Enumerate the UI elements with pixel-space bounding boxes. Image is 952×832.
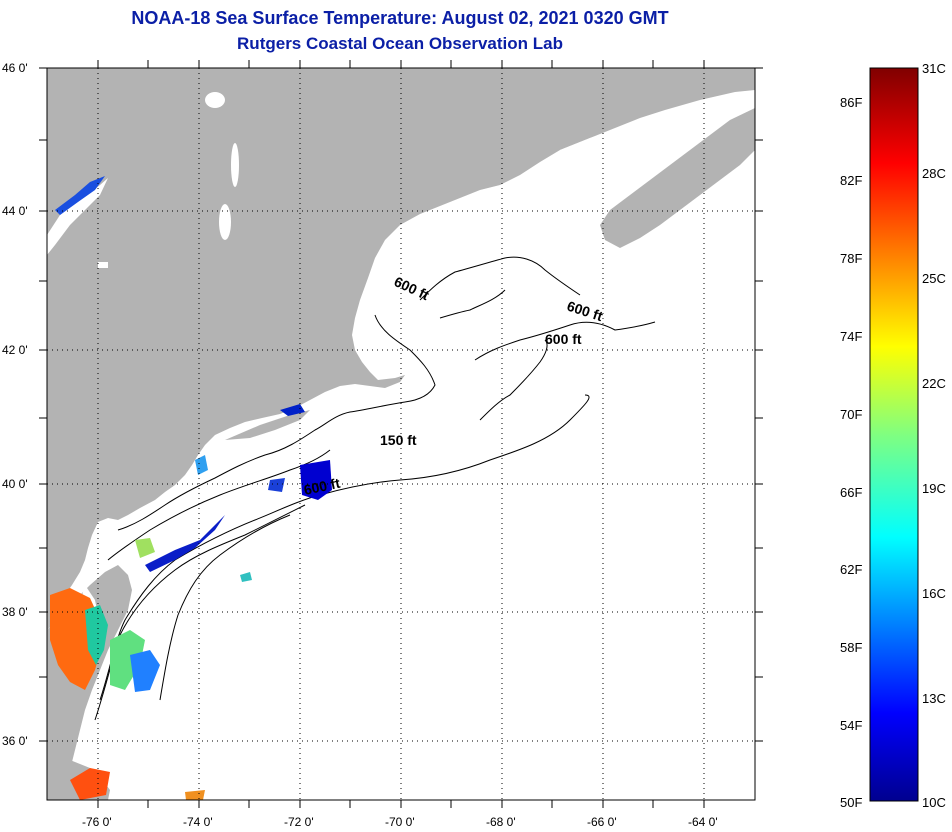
colorbar-celsius-label: 25C bbox=[922, 271, 946, 286]
lat-label: 44 0' bbox=[2, 204, 28, 218]
depth-contours bbox=[94, 256, 656, 721]
colorbar-celsius-label: 22C bbox=[922, 376, 946, 391]
colorbar-celsius-label: 16C bbox=[922, 586, 946, 601]
colorbar-fahrenheit-label: 82F bbox=[840, 173, 863, 188]
colorbar bbox=[869, 67, 919, 802]
colorbar-fahrenheit-label: 74F bbox=[840, 329, 863, 344]
colorbar-celsius-label: 19C bbox=[922, 481, 946, 496]
lon-label: -70 0' bbox=[385, 815, 415, 829]
contour-label: 600 ft bbox=[545, 331, 582, 347]
map-subtitle: Rutgers Coastal Ocean Observation Lab bbox=[237, 34, 563, 53]
lon-label: -66 0' bbox=[587, 815, 617, 829]
map-title: NOAA-18 Sea Surface Temperature: August … bbox=[131, 8, 669, 28]
colorbar-fahrenheit-label: 50F bbox=[840, 795, 863, 810]
ticks bbox=[39, 60, 763, 808]
lon-label: -68 0' bbox=[486, 815, 516, 829]
contour-label: 150 ft bbox=[380, 432, 417, 448]
land-nova-scotia bbox=[600, 108, 755, 248]
lake-ontario bbox=[47, 178, 108, 255]
lake bbox=[98, 262, 108, 268]
colorbar-celsius-label: 31C bbox=[922, 61, 946, 76]
colorbar-fahrenheit-label: 70F bbox=[840, 407, 863, 422]
lat-label: 38 0' bbox=[2, 605, 28, 619]
colorbar-celsius-label: 28C bbox=[922, 166, 946, 181]
lon-label: -74 0' bbox=[183, 815, 213, 829]
lake bbox=[205, 92, 225, 108]
lat-label: 36 0' bbox=[2, 734, 28, 748]
colorbar-celsius-label: 10C bbox=[922, 795, 946, 810]
lon-label: -72 0' bbox=[284, 815, 314, 829]
lon-label: -76 0' bbox=[82, 815, 112, 829]
graticule bbox=[47, 68, 755, 800]
colorbar-fahrenheit-label: 66F bbox=[840, 485, 863, 500]
colorbar-fahrenheit-label: 86F bbox=[840, 95, 863, 110]
lat-label: 46 0' bbox=[2, 61, 28, 75]
colorbar-celsius-label: 13C bbox=[922, 691, 946, 706]
land-long-island bbox=[225, 410, 310, 440]
lake bbox=[231, 143, 239, 187]
colorbar-fahrenheit-label: 54F bbox=[840, 718, 863, 733]
colorbar-fahrenheit-label: 58F bbox=[840, 640, 863, 655]
lake bbox=[219, 204, 231, 240]
colorbar-fahrenheit-label: 62F bbox=[840, 562, 863, 577]
sst-patches bbox=[50, 176, 332, 800]
colorbar-fahrenheit-label: 78F bbox=[840, 251, 863, 266]
lat-label: 40 0' bbox=[2, 477, 28, 491]
lat-label: 42 0' bbox=[2, 343, 28, 357]
lon-label: -64 0' bbox=[688, 815, 718, 829]
contour-label: 600 ft bbox=[302, 475, 341, 498]
bay-of-fundy bbox=[560, 110, 710, 188]
